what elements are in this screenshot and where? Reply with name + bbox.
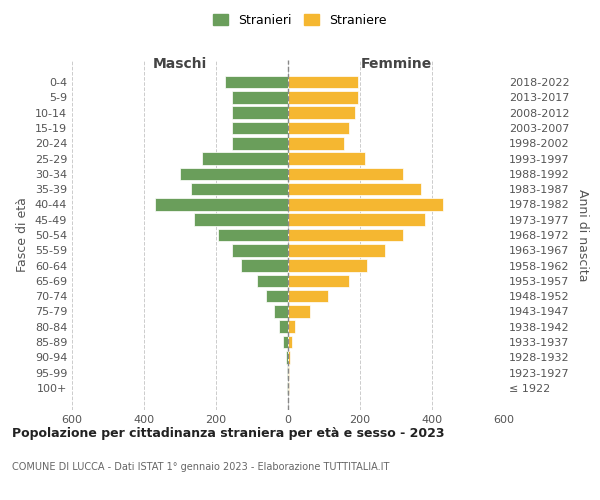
- Bar: [279, 320, 288, 333]
- Bar: [288, 122, 349, 134]
- Bar: [288, 274, 349, 287]
- Bar: [288, 183, 421, 196]
- Bar: [218, 228, 288, 241]
- Bar: [288, 351, 290, 364]
- Bar: [202, 152, 288, 165]
- Bar: [266, 290, 288, 302]
- Bar: [288, 106, 355, 119]
- Bar: [232, 106, 288, 119]
- Text: Popolazione per cittadinanza straniera per età e sesso - 2023: Popolazione per cittadinanza straniera p…: [12, 428, 445, 440]
- Bar: [288, 152, 365, 165]
- Bar: [288, 366, 289, 379]
- Bar: [288, 137, 344, 149]
- Legend: Stranieri, Straniere: Stranieri, Straniere: [208, 8, 392, 32]
- Bar: [288, 214, 425, 226]
- Bar: [287, 382, 288, 394]
- Bar: [288, 382, 289, 394]
- Bar: [286, 351, 288, 364]
- Bar: [287, 366, 288, 379]
- Bar: [288, 168, 403, 180]
- Y-axis label: Anni di nascita: Anni di nascita: [576, 188, 589, 281]
- Bar: [191, 183, 288, 196]
- Bar: [274, 305, 288, 318]
- Bar: [232, 244, 288, 256]
- Y-axis label: Fasce di età: Fasce di età: [16, 198, 29, 272]
- Bar: [288, 91, 358, 104]
- Bar: [288, 320, 295, 333]
- Text: Maschi: Maschi: [153, 58, 207, 71]
- Bar: [283, 336, 288, 348]
- Text: COMUNE DI LUCCA - Dati ISTAT 1° gennaio 2023 - Elaborazione TUTTITALIA.IT: COMUNE DI LUCCA - Dati ISTAT 1° gennaio …: [12, 462, 389, 472]
- Bar: [155, 198, 288, 210]
- Bar: [288, 244, 385, 256]
- Bar: [241, 260, 288, 272]
- Bar: [288, 198, 443, 210]
- Bar: [232, 122, 288, 134]
- Bar: [225, 76, 288, 88]
- Bar: [180, 168, 288, 180]
- Text: Femmine: Femmine: [361, 58, 431, 71]
- Bar: [288, 290, 328, 302]
- Bar: [288, 305, 310, 318]
- Bar: [288, 260, 367, 272]
- Bar: [288, 76, 358, 88]
- Bar: [194, 214, 288, 226]
- Bar: [257, 274, 288, 287]
- Bar: [232, 91, 288, 104]
- Bar: [232, 137, 288, 149]
- Bar: [288, 228, 403, 241]
- Bar: [288, 336, 292, 348]
